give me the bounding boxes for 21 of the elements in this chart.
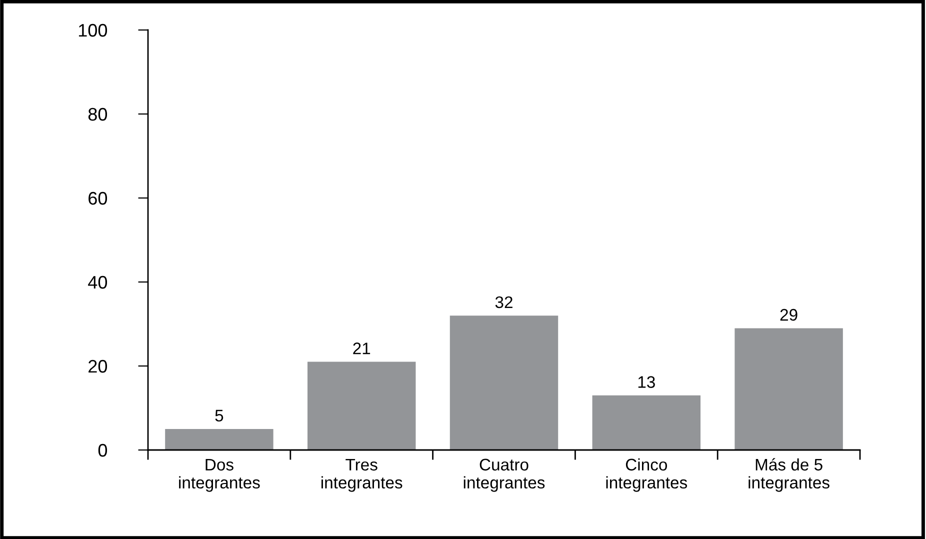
x-tick-label: Tres integrantes <box>321 458 402 492</box>
y-tick-label: 20 <box>88 360 108 373</box>
data-label: 13 <box>638 376 655 388</box>
data-label: 5 <box>215 410 224 422</box>
bar <box>450 316 558 450</box>
bar <box>165 429 274 450</box>
bar <box>734 328 843 450</box>
y-tick-label: 60 <box>88 192 108 205</box>
y-tick-label: 0 <box>98 444 108 457</box>
x-tick-label: Más de 5 integrantes <box>748 458 830 492</box>
y-tick-label: 100 <box>78 24 108 37</box>
data-label: 32 <box>495 296 512 308</box>
x-tick-label: Dos integrantes <box>179 458 260 492</box>
y-tick-label: 80 <box>88 108 108 121</box>
x-tick-label: Cuatro integrantes <box>464 458 545 492</box>
data-label: 29 <box>780 308 798 321</box>
x-tick-label: Cinco integrantes <box>606 458 688 492</box>
data-label: 21 <box>353 342 370 354</box>
bar <box>307 362 416 450</box>
bar <box>592 395 701 450</box>
y-tick-label: 40 <box>88 276 108 289</box>
